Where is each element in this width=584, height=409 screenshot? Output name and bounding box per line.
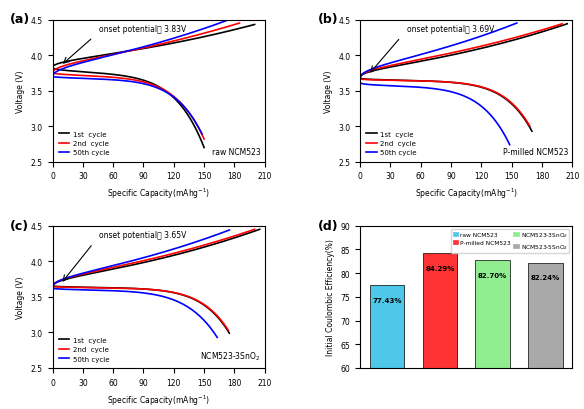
Text: (c): (c) <box>10 219 29 232</box>
X-axis label: Specific Capacity(mAhg$^{-1}$): Specific Capacity(mAhg$^{-1}$) <box>415 187 518 201</box>
Bar <box>423 253 457 409</box>
Legend: 1st  cycle, 2nd  cycle, 50th cycle: 1st cycle, 2nd cycle, 50th cycle <box>56 334 112 365</box>
Text: 84.29%: 84.29% <box>425 265 454 271</box>
Text: 82.70%: 82.70% <box>478 272 507 279</box>
Bar <box>370 285 404 409</box>
Y-axis label: Initial Coulombic Efficiency(%): Initial Coulombic Efficiency(%) <box>326 239 335 355</box>
Legend: 1st  cycle, 2nd  cycle, 50th cycle: 1st cycle, 2nd cycle, 50th cycle <box>364 128 419 159</box>
Text: onset potential： 3.69V: onset potential： 3.69V <box>407 25 494 34</box>
Legend: raw NCM523, P-milled NCM523, NCM523-3SnO$_2$, NCM523-5SnO$_2$: raw NCM523, P-milled NCM523, NCM523-3SnO… <box>451 229 569 253</box>
Y-axis label: Voltage (V): Voltage (V) <box>324 70 333 112</box>
Y-axis label: Voltage (V): Voltage (V) <box>16 70 25 112</box>
X-axis label: Specific Capacity(mAhg$^{-1}$): Specific Capacity(mAhg$^{-1}$) <box>107 187 210 201</box>
Text: 82.24%: 82.24% <box>531 275 560 281</box>
Text: (b): (b) <box>318 13 338 26</box>
Text: onset potential： 3.65V: onset potential： 3.65V <box>99 230 187 239</box>
Text: (d): (d) <box>318 219 338 232</box>
Y-axis label: Voltage (V): Voltage (V) <box>16 276 25 318</box>
Text: (a): (a) <box>10 13 30 26</box>
Legend: 1st  cycle, 2nd  cycle, 50th cycle: 1st cycle, 2nd cycle, 50th cycle <box>56 128 112 159</box>
Text: raw NCM523: raw NCM523 <box>212 148 260 157</box>
Text: P-milled NCM523: P-milled NCM523 <box>503 148 568 157</box>
Bar <box>529 263 562 409</box>
Text: onset potential： 3.83V: onset potential： 3.83V <box>99 25 186 34</box>
Text: 77.43%: 77.43% <box>372 297 402 303</box>
Text: NCM523-3SnO$_2$: NCM523-3SnO$_2$ <box>200 350 260 362</box>
Bar <box>475 261 510 409</box>
X-axis label: Specific Capacity(mAhg$^{-1}$): Specific Capacity(mAhg$^{-1}$) <box>107 392 210 407</box>
